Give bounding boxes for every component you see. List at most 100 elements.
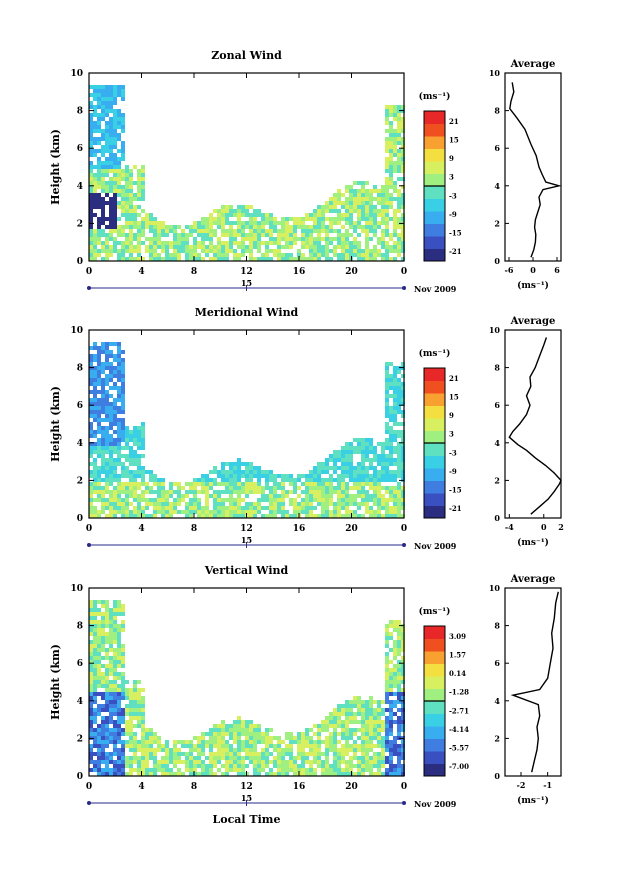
heatmap-cell bbox=[357, 257, 361, 261]
heatmap-cell bbox=[97, 640, 101, 644]
heatmap-cell bbox=[109, 442, 113, 446]
heatmap-cell bbox=[401, 438, 405, 442]
heatmap-cell bbox=[333, 760, 337, 764]
heatmap-cell bbox=[293, 221, 297, 225]
heatmap-cell bbox=[145, 744, 149, 748]
heatmap-cell bbox=[221, 229, 225, 233]
heatmap-cell bbox=[401, 768, 405, 772]
heatmap-cell bbox=[225, 752, 229, 756]
heatmap-cell bbox=[241, 229, 245, 233]
heatmap-cell bbox=[89, 398, 93, 402]
heatmap-cell bbox=[93, 740, 97, 744]
heatmap-cell bbox=[289, 732, 293, 736]
heatmap-cell bbox=[125, 241, 129, 245]
heatmap-cell bbox=[393, 153, 397, 157]
heatmap-cell bbox=[129, 510, 133, 514]
heatmap-cell bbox=[381, 720, 385, 724]
heatmap-cell bbox=[337, 506, 341, 510]
heatmap-cell bbox=[105, 632, 109, 636]
heatmap-cell bbox=[97, 632, 101, 636]
heatmap-cell bbox=[221, 724, 225, 728]
heatmap-cell bbox=[181, 510, 185, 514]
heatmap-cell bbox=[101, 133, 105, 137]
heatmap-cell bbox=[269, 225, 273, 229]
heatmap-cell bbox=[369, 700, 373, 704]
heatmap-cell bbox=[289, 498, 293, 502]
heatmap-cell bbox=[197, 764, 201, 768]
heatmap-cell bbox=[241, 221, 245, 225]
heatmap-cell bbox=[141, 470, 145, 474]
heatmap-cell bbox=[401, 225, 405, 229]
heatmap-cell bbox=[141, 193, 145, 197]
heatmap-cell bbox=[89, 245, 93, 249]
heatmap-cell bbox=[229, 462, 233, 466]
heatmap-cell bbox=[217, 245, 221, 249]
heatmap-cell bbox=[101, 736, 105, 740]
heatmap-cell bbox=[281, 217, 285, 221]
heatmap-cell bbox=[245, 470, 249, 474]
heatmap-cell bbox=[389, 145, 393, 149]
heatmap-cell bbox=[297, 764, 301, 768]
heatmap-cell bbox=[93, 612, 97, 616]
heatmap-cell bbox=[101, 740, 105, 744]
heatmap-cell bbox=[117, 93, 121, 97]
heatmap-cell bbox=[161, 482, 165, 486]
heatmap-cell bbox=[385, 225, 389, 229]
heatmap-cell bbox=[385, 209, 389, 213]
heatmap-cell bbox=[101, 756, 105, 760]
heatmap-cell bbox=[389, 760, 393, 764]
heatmap-cell bbox=[113, 712, 117, 716]
heatmap-cell bbox=[349, 450, 353, 454]
heatmap-cell bbox=[381, 502, 385, 506]
heatmap-cell bbox=[381, 450, 385, 454]
heatmap-cell bbox=[345, 502, 349, 506]
heatmap-cell bbox=[313, 474, 317, 478]
heatmap-cell bbox=[401, 748, 405, 752]
heatmap-cell bbox=[229, 249, 233, 253]
heatmap-cell bbox=[229, 752, 233, 756]
heatmap-cell bbox=[141, 233, 145, 237]
heatmap-cell bbox=[129, 438, 133, 442]
heatmap-cell bbox=[89, 213, 93, 217]
heatmap-cell bbox=[93, 109, 97, 113]
heatmap-cell bbox=[385, 229, 389, 233]
heatmap-cell bbox=[345, 205, 349, 209]
heatmap-cell bbox=[401, 744, 405, 748]
heatmap-cell bbox=[393, 644, 397, 648]
heatmap-cell bbox=[393, 446, 397, 450]
heatmap-cell bbox=[121, 386, 125, 390]
heatmap-cell bbox=[169, 756, 173, 760]
heatmap-cell bbox=[353, 728, 357, 732]
heatmap-cell bbox=[101, 402, 105, 406]
heatmap-cell bbox=[93, 466, 97, 470]
heatmap-cell bbox=[353, 197, 357, 201]
heatmap-cell bbox=[373, 482, 377, 486]
heatmap-cell bbox=[213, 494, 217, 498]
heatmap-cell bbox=[117, 716, 121, 720]
heatmap-cell bbox=[93, 253, 97, 257]
heatmap-cell bbox=[329, 197, 333, 201]
heatmap-cell bbox=[97, 736, 101, 740]
heatmap-cell bbox=[105, 636, 109, 640]
y-tick-label: 10 bbox=[70, 584, 83, 594]
date-marker: 15 bbox=[241, 793, 252, 803]
heatmap-cell bbox=[353, 450, 357, 454]
heatmap-cell bbox=[113, 744, 117, 748]
heatmap-cell bbox=[189, 756, 193, 760]
heatmap-cell bbox=[305, 257, 309, 261]
heatmap-cell bbox=[397, 149, 401, 153]
heatmap-cell bbox=[265, 229, 269, 233]
heatmap-cell bbox=[289, 736, 293, 740]
heatmap-cell bbox=[89, 93, 93, 97]
heatmap-cell bbox=[89, 237, 93, 241]
heatmap-cell bbox=[357, 197, 361, 201]
heatmap-cell bbox=[329, 454, 333, 458]
heatmap-cell bbox=[109, 462, 113, 466]
heatmap-cell bbox=[89, 241, 93, 245]
heatmap-cell bbox=[241, 732, 245, 736]
heatmap-cell bbox=[105, 470, 109, 474]
heatmap-cell bbox=[205, 245, 209, 249]
heatmap-cell bbox=[357, 442, 361, 446]
heatmap-cell bbox=[265, 213, 269, 217]
heatmap-cell bbox=[313, 237, 317, 241]
